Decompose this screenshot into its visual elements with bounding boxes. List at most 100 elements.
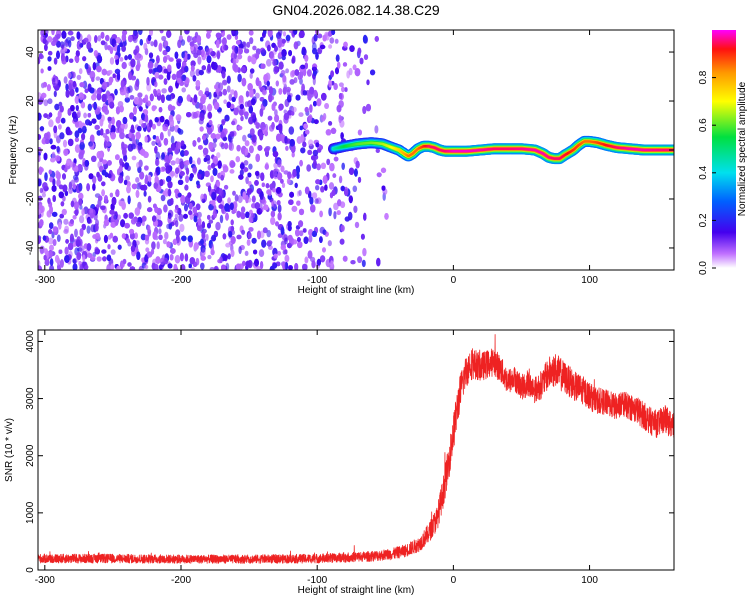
heatmap-cell: [348, 195, 353, 204]
heatmap-cell: [58, 222, 62, 230]
heatmap-cell: [167, 147, 173, 153]
heatmap-cell: [180, 140, 185, 147]
heatmap-cell: [88, 121, 92, 126]
heatmap-cell: [61, 53, 65, 62]
heatmap-cell: [224, 114, 230, 122]
heatmap-cell: [86, 225, 91, 234]
heatmap-cell: [161, 35, 167, 42]
heatmap-cell: [272, 188, 276, 193]
heatmap-cell: [312, 149, 319, 157]
heatmap-cell: [111, 34, 118, 40]
heatmap-cell: [147, 60, 154, 69]
heatmap-cell: [91, 118, 97, 124]
heatmap-cell: [197, 56, 202, 65]
heatmap-cell: [147, 195, 152, 203]
heatmap-cell: [306, 164, 312, 172]
heatmap-cell: [133, 30, 138, 36]
heatmap-cell: [176, 70, 181, 79]
heatmap-cell: [336, 104, 342, 113]
heatmap-cell: [154, 146, 158, 154]
heatmap-cell: [127, 85, 133, 93]
heatmap-cell: [82, 80, 88, 90]
heatmap-cell: [186, 53, 191, 60]
heatmap-cell: [310, 204, 316, 213]
heatmap-cell: [233, 107, 239, 116]
heatmap-cell: [266, 80, 270, 87]
heatmap-cell: [255, 92, 260, 99]
heatmap-cell: [187, 192, 192, 198]
heatmap-cell: [278, 30, 283, 37]
heatmap-cell: [165, 94, 172, 101]
heatmap-cell: [55, 155, 61, 162]
heatmap-cell: [98, 195, 103, 202]
heatmap-cell: [131, 155, 137, 161]
heatmap-cell: [267, 190, 272, 197]
heatmap-cell: [319, 44, 326, 50]
heatmap-cell: [46, 84, 51, 92]
heatmap-cell: [155, 167, 160, 176]
heatmap-cell: [86, 41, 92, 50]
heatmap-cell: [189, 173, 194, 179]
heatmap-cell: [96, 65, 102, 73]
heatmap-cell: [305, 129, 310, 135]
heatmap-cell: [315, 52, 319, 60]
heatmap-cell: [202, 134, 207, 141]
heatmap-cell: [70, 105, 75, 112]
heatmap-cell: [266, 229, 272, 238]
heatmap-cell: [177, 179, 184, 185]
heatmap-cell: [38, 236, 41, 245]
heatmap-cell: [331, 30, 336, 35]
heatmap-cell: [299, 30, 305, 38]
heatmap-cell: [375, 148, 380, 153]
heatmap-cell: [123, 179, 128, 186]
heatmap-cell: [230, 225, 235, 232]
heatmap-cell: [149, 30, 153, 37]
heatmap-cell: [244, 140, 250, 147]
heatmap-cell: [152, 135, 157, 140]
heatmap-cell: [250, 112, 256, 120]
heatmap-cell: [141, 184, 148, 191]
heatmap-cell: [287, 234, 293, 242]
heatmap-cell: [118, 175, 124, 184]
heatmap-cell: [235, 156, 240, 163]
heatmap-cell: [92, 176, 97, 185]
heatmap-cell: [255, 53, 260, 59]
heatmap-cell: [289, 191, 294, 198]
heatmap-cell: [230, 161, 236, 168]
heatmap-cell: [62, 173, 66, 180]
heatmap-cell: [144, 234, 150, 241]
heatmap-cell: [100, 128, 104, 136]
heatmap-cell: [159, 264, 163, 270]
heatmap-cell: [137, 92, 143, 98]
heatmap-cell: [145, 247, 150, 253]
heatmap-cell: [69, 219, 74, 225]
heatmap-cell: [49, 258, 54, 266]
heatmap-cell: [247, 172, 252, 178]
heatmap-cell: [334, 38, 339, 44]
heatmap-cell: [109, 192, 114, 198]
heatmap-cell: [75, 105, 79, 111]
heatmap-cell: [350, 260, 356, 265]
heatmap-cell: [374, 36, 379, 42]
heatmap-cell: [180, 39, 186, 46]
heatmap-cell: [192, 140, 197, 147]
heatmap-cell: [201, 231, 206, 239]
heatmap-cell: [144, 135, 148, 143]
heatmap-cell: [311, 155, 316, 161]
heatmap-cell: [237, 53, 243, 60]
heatmap-cell: [43, 132, 49, 140]
heatmap-cell: [315, 185, 320, 191]
heatmap-cell: [188, 202, 193, 210]
heatmap-cell: [245, 176, 249, 185]
heatmap-cell: [309, 104, 313, 113]
heatmap-cell: [239, 103, 244, 110]
heatmap-cell: [156, 89, 161, 96]
heatmap-cell: [144, 114, 149, 122]
heatmap-cell: [102, 256, 107, 262]
heatmap-cell: [38, 154, 41, 162]
heatmap-cell: [284, 249, 288, 255]
heatmap-cell: [67, 138, 74, 147]
heatmap-cell: [93, 101, 97, 111]
heatmap-cell: [328, 44, 333, 49]
heatmap-cell: [248, 105, 253, 114]
